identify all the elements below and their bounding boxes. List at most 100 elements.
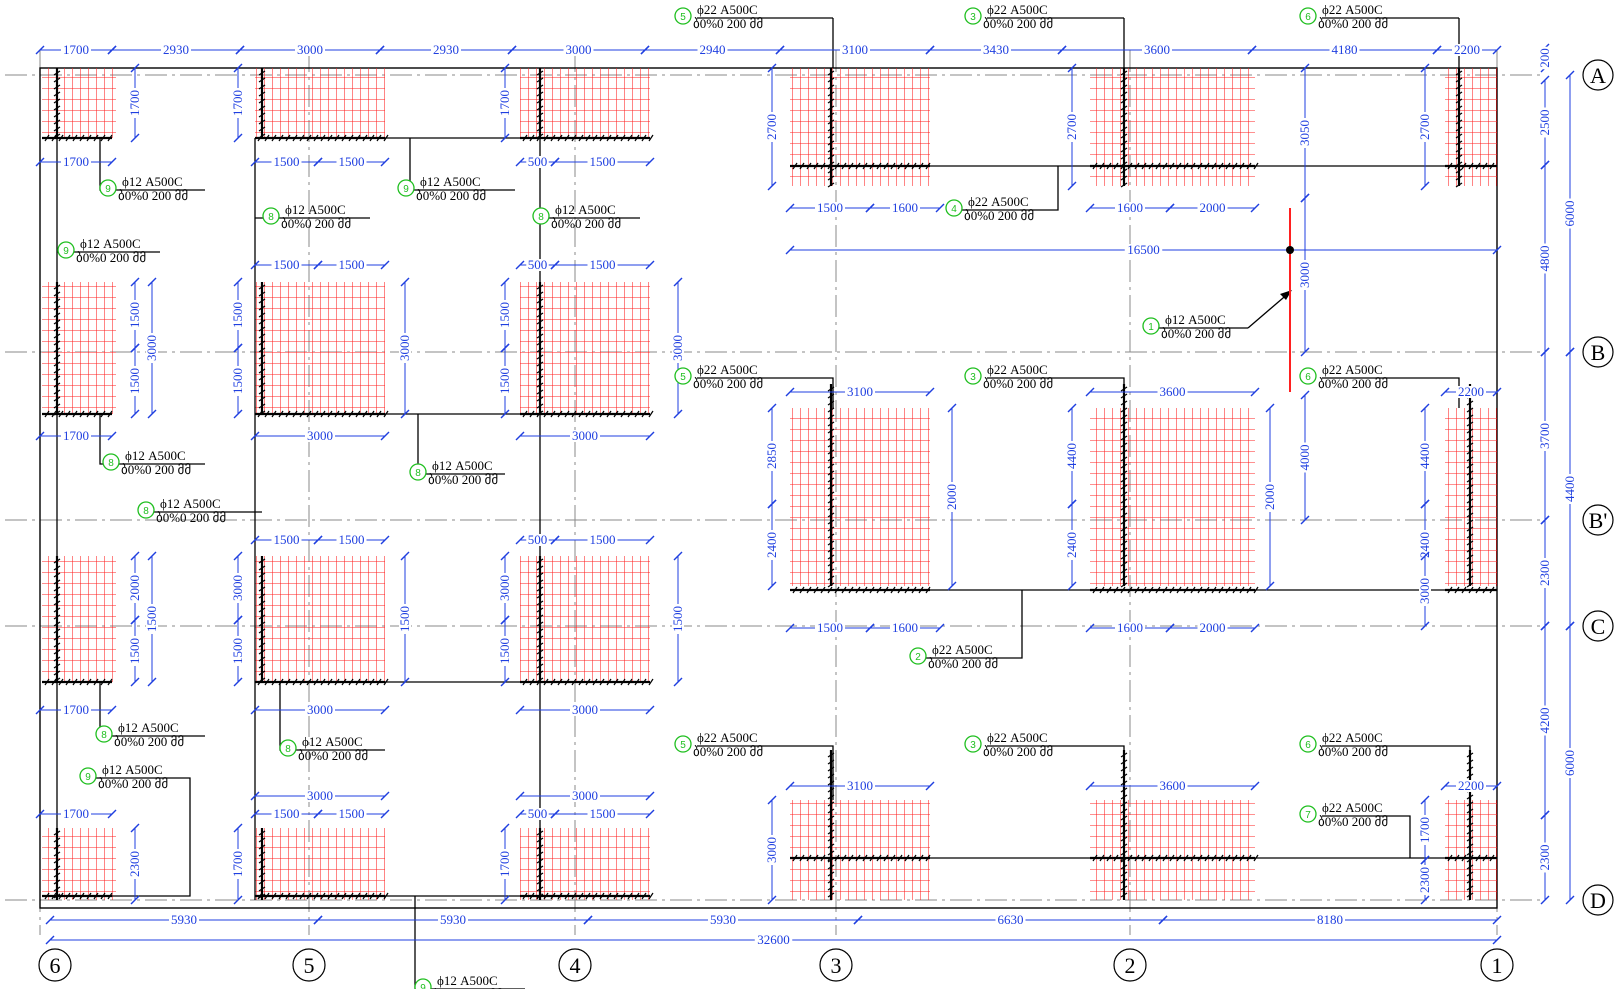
dim-bg [672, 333, 684, 363]
rebar-tick [1120, 105, 1128, 111]
rebar-tick [1120, 98, 1128, 104]
dim-tick [35, 705, 45, 715]
rebar-spec: ϕ12 A500C [80, 236, 141, 251]
rebar-tick [529, 410, 535, 418]
dim-value: 2400 [764, 532, 779, 558]
rebar-tick [258, 333, 266, 339]
callout-circle [964, 7, 982, 25]
rebar-tick [827, 491, 835, 497]
callout-number: 6 [1305, 372, 1311, 383]
rebar-meshes [42, 68, 1497, 900]
dim-tick [645, 431, 655, 441]
rebar-tick [258, 649, 266, 655]
rebar-tick [890, 854, 896, 862]
rebar-mesh [255, 68, 385, 138]
rebar-tick [827, 421, 835, 427]
rebar-tick [258, 375, 266, 381]
rebar-spec: ϕ12 A500C [420, 174, 481, 189]
rebar-mesh [520, 556, 650, 682]
dim-tick [233, 677, 243, 687]
rebar-tick [925, 586, 931, 594]
rebar-tick [1455, 133, 1463, 139]
rebar-tick [827, 407, 835, 413]
callout-circle [964, 735, 982, 753]
dim-tick [130, 677, 140, 687]
dim-tick [147, 277, 157, 287]
rebar-tick [376, 892, 382, 900]
rebar-tick [1120, 442, 1128, 448]
rebar-tick [258, 91, 266, 97]
rebar-tick [72, 410, 78, 418]
rebar-tick [1120, 407, 1128, 413]
rebar-tick [641, 892, 647, 900]
dim-value: 1700 [63, 428, 89, 443]
rebar-tick [1120, 91, 1128, 97]
rebar-tick [827, 119, 835, 125]
rebar-tick [348, 410, 354, 418]
rebar-tick [792, 854, 798, 862]
rebar-spec: ϕ12 A500C [432, 458, 493, 473]
axis-label-B': B' [1589, 508, 1608, 533]
dim-bg [146, 604, 158, 634]
rebar-tick [1466, 407, 1474, 413]
leader-2 [910, 590, 1023, 659]
dim-value: 6000 [1562, 201, 1577, 227]
rebar-tick [51, 892, 57, 900]
rebar-tick [257, 410, 263, 418]
callout-circle [409, 463, 427, 481]
dim-tick [45, 915, 55, 925]
rebar-tick [1120, 421, 1128, 427]
rebar-tick [904, 586, 910, 594]
rebar-tick [634, 134, 640, 142]
rebar-spec: ϕ22 A500C [1322, 2, 1383, 17]
dim-value: 16500 [1127, 242, 1160, 257]
dim-value: 3000 [572, 788, 598, 803]
rebar-tick [599, 892, 605, 900]
axis-bubble-3 [819, 948, 853, 982]
rebar-tick [1466, 400, 1474, 406]
callout-number: 4 [951, 204, 957, 215]
dim-value: 3430 [983, 42, 1009, 57]
rebar-tick [1466, 547, 1474, 553]
callout-circle [1142, 317, 1160, 335]
rebar-tick [1466, 456, 1474, 462]
rebar-tick [1466, 871, 1474, 877]
rebar-tick [827, 182, 835, 188]
rebar-mesh [1090, 408, 1255, 586]
rebar-tick [65, 410, 71, 418]
dim-tick [107, 45, 117, 55]
dim-tick [233, 277, 243, 287]
callout-circle [1299, 367, 1317, 385]
rebar-tick [369, 134, 375, 142]
dim-tick [550, 535, 560, 545]
dim-value: 2000 [127, 575, 142, 601]
rebar-tick [1454, 854, 1460, 862]
rebar-tick [1120, 815, 1128, 821]
rebar-tick [1120, 878, 1128, 884]
rebar-tick [258, 851, 266, 857]
dim-value: 8180 [1317, 912, 1343, 927]
rebar-tick [641, 678, 647, 686]
rebar-tick [827, 586, 833, 594]
rebar-tick [1482, 586, 1488, 594]
dim-tick [313, 915, 323, 925]
rebar-tick [107, 410, 113, 418]
callout-number: 8 [285, 744, 291, 755]
rebar-tick [79, 678, 85, 686]
rebar-tick [571, 410, 577, 418]
dim-bg [1419, 815, 1431, 845]
rebar-tick [341, 410, 347, 418]
dim-bg [587, 259, 618, 271]
dim-tick [1420, 551, 1430, 561]
callout-number: 7 [1305, 810, 1311, 821]
rebar-tick [1466, 843, 1474, 849]
rebar-tick [1466, 885, 1474, 891]
axis-bubble-4 [558, 948, 592, 982]
rebar-tick [876, 162, 882, 170]
dim-tick [515, 431, 525, 441]
dim-value: 1500 [127, 368, 142, 394]
rebar-tick [827, 850, 835, 856]
rebar-tick [1120, 808, 1128, 814]
dim-value: 1500 [339, 257, 365, 272]
